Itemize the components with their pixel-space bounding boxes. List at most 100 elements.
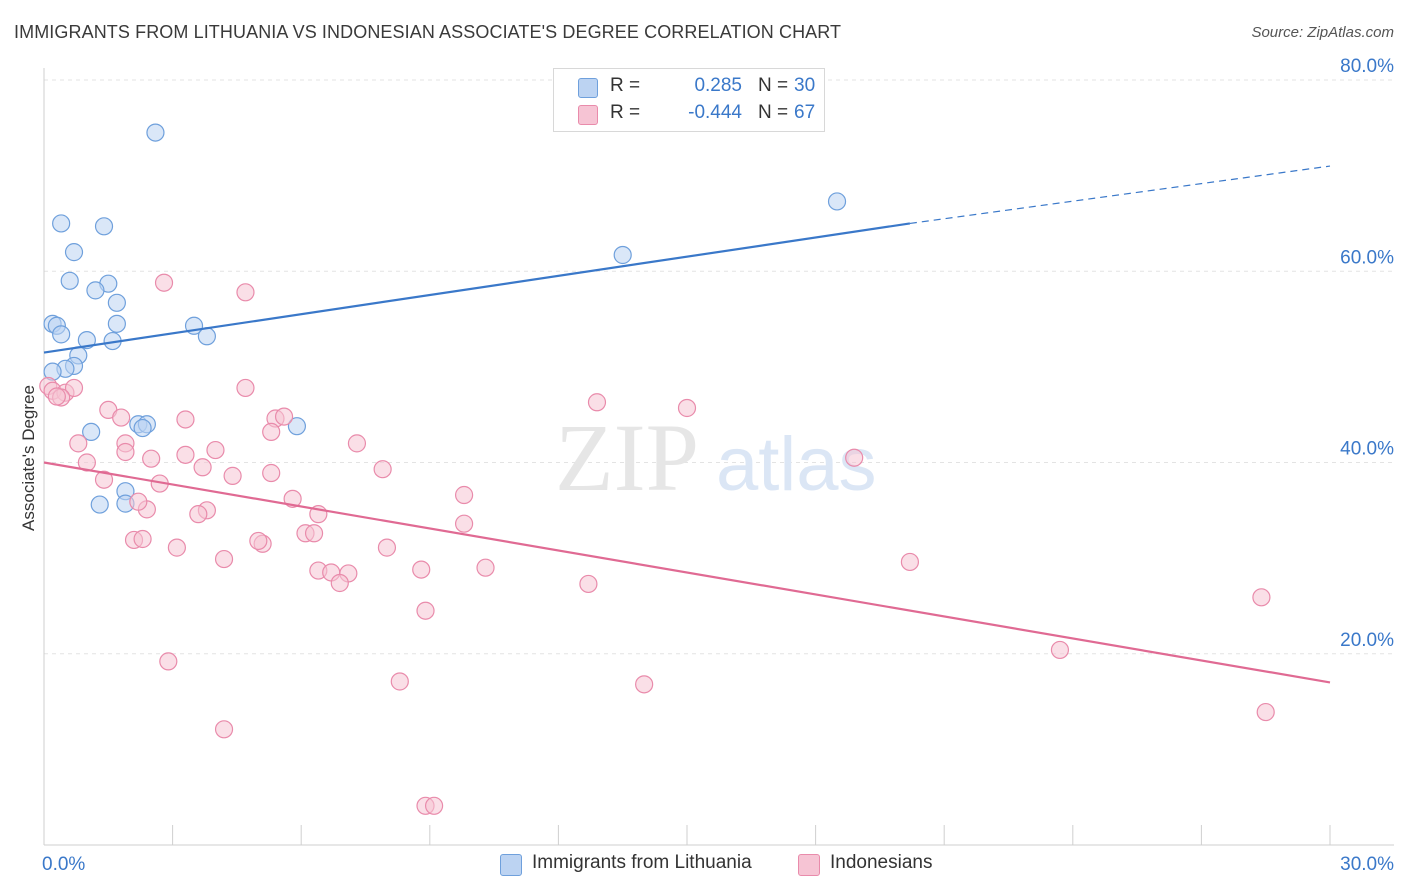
bottom-legend-label-indonesians: Indonesians [830, 852, 933, 873]
point-indonesians [214, 720, 234, 739]
point-indonesians [330, 573, 349, 593]
legend-swatch-indonesians [578, 105, 598, 125]
grid-lines [44, 79, 1394, 655]
point-lithuania [90, 495, 109, 514]
x-tick-label: 30.0% [1340, 854, 1394, 875]
legend-n-label: N = [758, 75, 789, 96]
point-indonesians [454, 514, 474, 533]
watermark-zip: ZIP [555, 404, 699, 511]
point-lithuania [107, 293, 126, 312]
point-lithuania [52, 214, 71, 233]
point-lithuania [94, 217, 114, 236]
point-indonesians [587, 393, 607, 412]
point-indonesians [112, 408, 131, 427]
legend-r-value: 0.285 [694, 75, 742, 96]
chart-title: IMMIGRANTS FROM LITHUANIA VS INDONESIAN … [14, 22, 842, 42]
point-indonesians [677, 398, 697, 418]
point-indonesians [214, 549, 234, 569]
legend-swatch-lithuania [578, 78, 598, 98]
point-indonesians [189, 505, 208, 524]
y-tick-label: 60.0% [1340, 247, 1394, 268]
point-indonesians [176, 410, 195, 429]
axes [43, 68, 1394, 846]
point-indonesians [845, 448, 864, 467]
point-indonesians [416, 601, 435, 620]
point-indonesians [176, 445, 195, 464]
point-indonesians [424, 796, 444, 815]
point-indonesians [94, 470, 114, 489]
point-indonesians [900, 552, 920, 572]
point-indonesians [223, 466, 242, 485]
bottom-legend-swatch-indonesians [798, 854, 820, 876]
point-indonesians [206, 440, 225, 460]
point-lithuania [82, 422, 101, 441]
point-lithuania [107, 314, 126, 333]
legend-n-value: 67 [794, 102, 816, 123]
bottom-legend-swatch-lithuania [500, 854, 522, 876]
trend-line-lithuania-extension [909, 165, 1331, 225]
x-tick-label: 0.0% [42, 854, 85, 875]
point-indonesians [159, 652, 178, 671]
bottom-legend-label-lithuania: Immigrants from Lithuania [532, 852, 752, 873]
point-indonesians [69, 434, 88, 453]
point-indonesians [129, 492, 148, 511]
point-indonesians [64, 378, 84, 398]
point-indonesians [249, 531, 268, 551]
point-indonesians [454, 485, 474, 505]
point-lithuania [613, 245, 632, 265]
point-indonesians [377, 538, 397, 557]
legend-r-label: R = [610, 102, 641, 123]
y-axis-label: Associate's Degree [19, 385, 38, 531]
point-indonesians [1256, 702, 1275, 722]
y-tick-label: 40.0% [1340, 439, 1394, 460]
point-indonesians [236, 283, 255, 302]
point-lithuania [133, 418, 152, 438]
point-lithuania [146, 123, 165, 142]
legend-n-label: N = [758, 102, 789, 123]
point-indonesians [274, 407, 294, 426]
point-lithuania [52, 325, 71, 344]
legend-r-value: -0.444 [688, 102, 742, 123]
legend-r-label: R = [610, 75, 641, 96]
point-lithuania [86, 281, 105, 300]
point-indonesians [1252, 588, 1271, 607]
point-indonesians [1050, 640, 1070, 660]
point-indonesians [133, 529, 152, 549]
point-indonesians [193, 458, 212, 477]
point-indonesians [347, 434, 367, 453]
point-indonesians [283, 489, 302, 508]
data-points [39, 123, 1275, 815]
point-indonesians [579, 574, 598, 594]
y-tick-label: 20.0% [1340, 630, 1394, 651]
tick-labels: 20.0% 40.0% 60.0% 80.0% 0.0% 30.0% [42, 56, 1394, 875]
point-lithuania [827, 192, 847, 211]
trend-lines [43, 165, 1331, 684]
point-indonesians [47, 387, 66, 406]
point-indonesians [154, 273, 174, 292]
point-indonesians [262, 463, 281, 483]
trend-line-lithuania [43, 222, 911, 354]
point-indonesians [262, 422, 281, 441]
point-indonesians [236, 378, 255, 398]
point-lithuania [77, 331, 96, 350]
point-indonesians [167, 538, 186, 557]
point-indonesians [77, 453, 96, 472]
point-indonesians [635, 675, 654, 694]
point-indonesians [116, 442, 135, 462]
point-lithuania [64, 243, 84, 262]
y-tick-label: 80.0% [1340, 56, 1394, 77]
point-indonesians [412, 560, 431, 579]
point-indonesians [373, 460, 392, 479]
point-indonesians [476, 558, 495, 577]
point-lithuania [60, 271, 79, 290]
point-indonesians [142, 449, 161, 468]
source-label: Source: ZipAtlas.com [1251, 24, 1394, 41]
point-lithuania [287, 417, 307, 436]
point-lithuania [197, 327, 216, 346]
trend-line-indonesians [43, 461, 1331, 684]
legend-n-value: 30 [794, 75, 816, 96]
legend: R = 0.285 N = 30 R = -0.444 N = 67 [553, 68, 825, 132]
point-indonesians [304, 524, 324, 543]
point-indonesians [390, 672, 409, 691]
